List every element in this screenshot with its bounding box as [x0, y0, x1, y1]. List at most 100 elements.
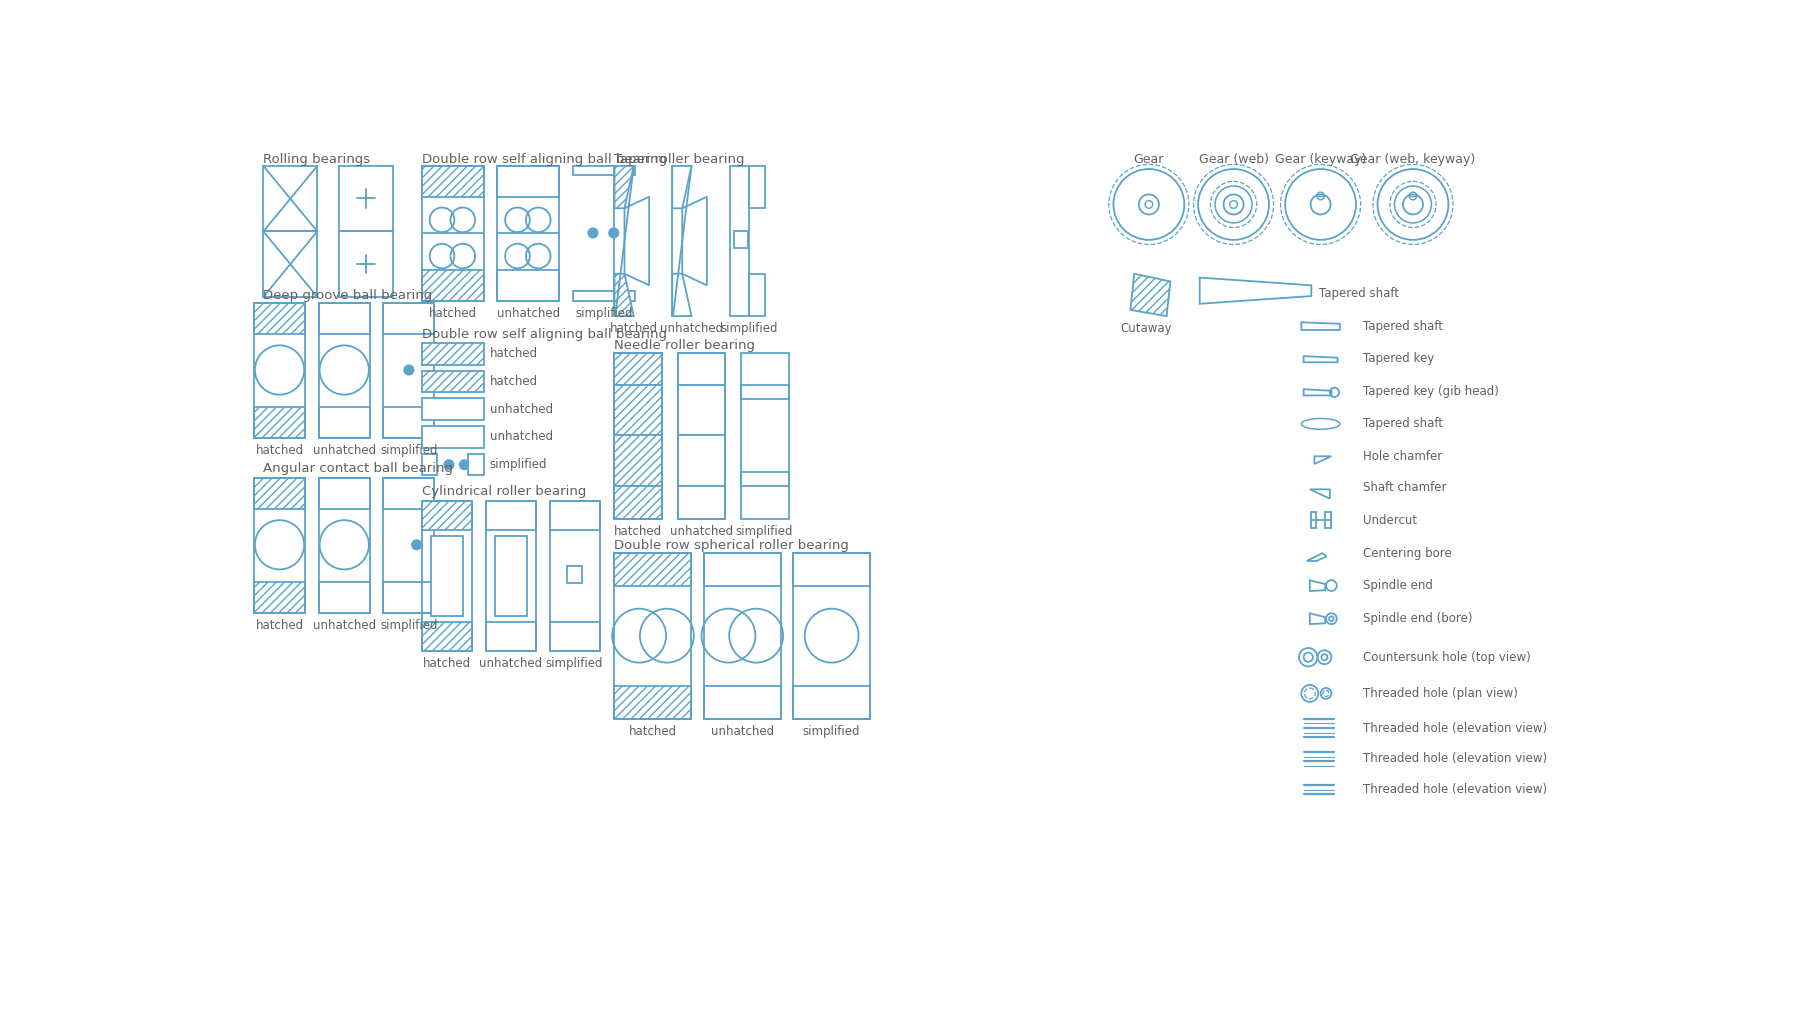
- Text: Double row self aligning ball bearing: Double row self aligning ball bearing: [422, 328, 667, 341]
- Text: simplified: simplified: [736, 524, 794, 538]
- Bar: [422, 270, 484, 301]
- Text: Threaded hole (elevation view): Threaded hole (elevation view): [1363, 722, 1547, 734]
- Text: simplified: simplified: [574, 307, 632, 320]
- Bar: [730, 166, 748, 316]
- Text: simplified: simplified: [545, 657, 603, 671]
- Text: Cutaway: Cutaway: [1122, 322, 1172, 335]
- Bar: [748, 166, 765, 208]
- Text: Rolling bearings: Rolling bearings: [263, 152, 370, 166]
- Bar: [422, 501, 473, 530]
- Bar: [678, 486, 725, 519]
- Text: Hole chamfer: Hole chamfer: [1363, 450, 1442, 462]
- Text: hatched: hatched: [422, 657, 471, 671]
- Text: hatched: hatched: [255, 619, 304, 631]
- Polygon shape: [683, 197, 707, 285]
- Polygon shape: [1131, 274, 1171, 316]
- Text: unhatched: unhatched: [670, 524, 734, 538]
- Circle shape: [609, 229, 618, 238]
- Circle shape: [444, 460, 453, 470]
- Text: hatched: hatched: [489, 375, 538, 388]
- Ellipse shape: [1301, 418, 1339, 430]
- Bar: [614, 353, 661, 519]
- Bar: [1325, 513, 1330, 527]
- Bar: [422, 343, 484, 365]
- Bar: [319, 478, 370, 613]
- Text: hatched: hatched: [614, 524, 663, 538]
- Bar: [614, 353, 661, 385]
- Bar: [263, 232, 317, 297]
- Bar: [254, 303, 304, 438]
- Text: Gear (keyway): Gear (keyway): [1276, 152, 1366, 166]
- Text: hatched: hatched: [255, 444, 304, 457]
- Bar: [614, 436, 661, 485]
- Text: Gear: Gear: [1134, 152, 1163, 166]
- Text: Tapered key (gib head): Tapered key (gib head): [1363, 385, 1499, 398]
- Text: hatched: hatched: [629, 725, 678, 737]
- Bar: [486, 501, 536, 530]
- Text: Tapered shaft: Tapered shaft: [1363, 319, 1442, 333]
- Bar: [678, 436, 725, 485]
- Polygon shape: [1310, 489, 1330, 499]
- Text: Gear (web): Gear (web): [1198, 152, 1268, 166]
- Text: unhatched: unhatched: [313, 444, 375, 457]
- Bar: [422, 371, 484, 392]
- Bar: [1310, 513, 1316, 527]
- Text: simplified: simplified: [803, 725, 861, 737]
- Bar: [486, 501, 536, 651]
- Bar: [498, 166, 560, 301]
- Bar: [614, 553, 692, 586]
- Bar: [254, 478, 304, 509]
- Polygon shape: [1200, 278, 1312, 304]
- Bar: [422, 166, 484, 197]
- Polygon shape: [672, 274, 692, 316]
- Polygon shape: [1314, 456, 1332, 464]
- Bar: [794, 553, 870, 719]
- Circle shape: [404, 366, 413, 375]
- Text: unhatched: unhatched: [710, 725, 774, 737]
- Text: unhatched: unhatched: [489, 403, 553, 416]
- Circle shape: [411, 540, 420, 549]
- Text: unhatched: unhatched: [489, 431, 553, 444]
- Text: Spindle end (bore): Spindle end (bore): [1363, 612, 1473, 625]
- Bar: [486, 622, 536, 651]
- Text: Taper roller bearing: Taper roller bearing: [614, 152, 745, 166]
- Bar: [431, 537, 462, 616]
- Bar: [794, 553, 870, 586]
- Bar: [678, 385, 725, 436]
- Text: Threaded hole (elevation view): Threaded hole (elevation view): [1363, 783, 1547, 796]
- Bar: [422, 454, 437, 476]
- Text: Cylindrical roller bearing: Cylindrical roller bearing: [422, 485, 587, 499]
- Bar: [498, 270, 560, 301]
- Bar: [254, 407, 304, 438]
- Bar: [614, 385, 661, 436]
- Bar: [567, 566, 582, 583]
- Bar: [678, 353, 725, 519]
- Bar: [339, 232, 393, 297]
- Polygon shape: [1306, 553, 1326, 561]
- Circle shape: [460, 460, 469, 470]
- Bar: [384, 582, 435, 613]
- Bar: [734, 232, 748, 248]
- Bar: [703, 686, 781, 719]
- Polygon shape: [1310, 580, 1325, 591]
- Bar: [703, 553, 781, 719]
- Bar: [319, 303, 370, 438]
- Bar: [339, 166, 393, 232]
- Bar: [422, 501, 473, 651]
- Polygon shape: [1303, 356, 1337, 363]
- Text: hatched: hatched: [609, 322, 658, 335]
- Bar: [384, 303, 435, 334]
- Bar: [384, 303, 435, 438]
- Bar: [614, 686, 692, 719]
- Text: Threaded hole (elevation view): Threaded hole (elevation view): [1363, 752, 1547, 765]
- Text: Spindle end: Spindle end: [1363, 579, 1433, 592]
- Text: Double row spherical roller bearing: Double row spherical roller bearing: [614, 540, 850, 552]
- Bar: [614, 486, 661, 519]
- Text: simplified: simplified: [721, 322, 777, 335]
- Bar: [741, 473, 788, 486]
- Bar: [703, 553, 781, 586]
- Text: hatched: hatched: [489, 347, 538, 360]
- Polygon shape: [614, 166, 634, 208]
- Bar: [678, 353, 725, 385]
- Polygon shape: [625, 197, 649, 285]
